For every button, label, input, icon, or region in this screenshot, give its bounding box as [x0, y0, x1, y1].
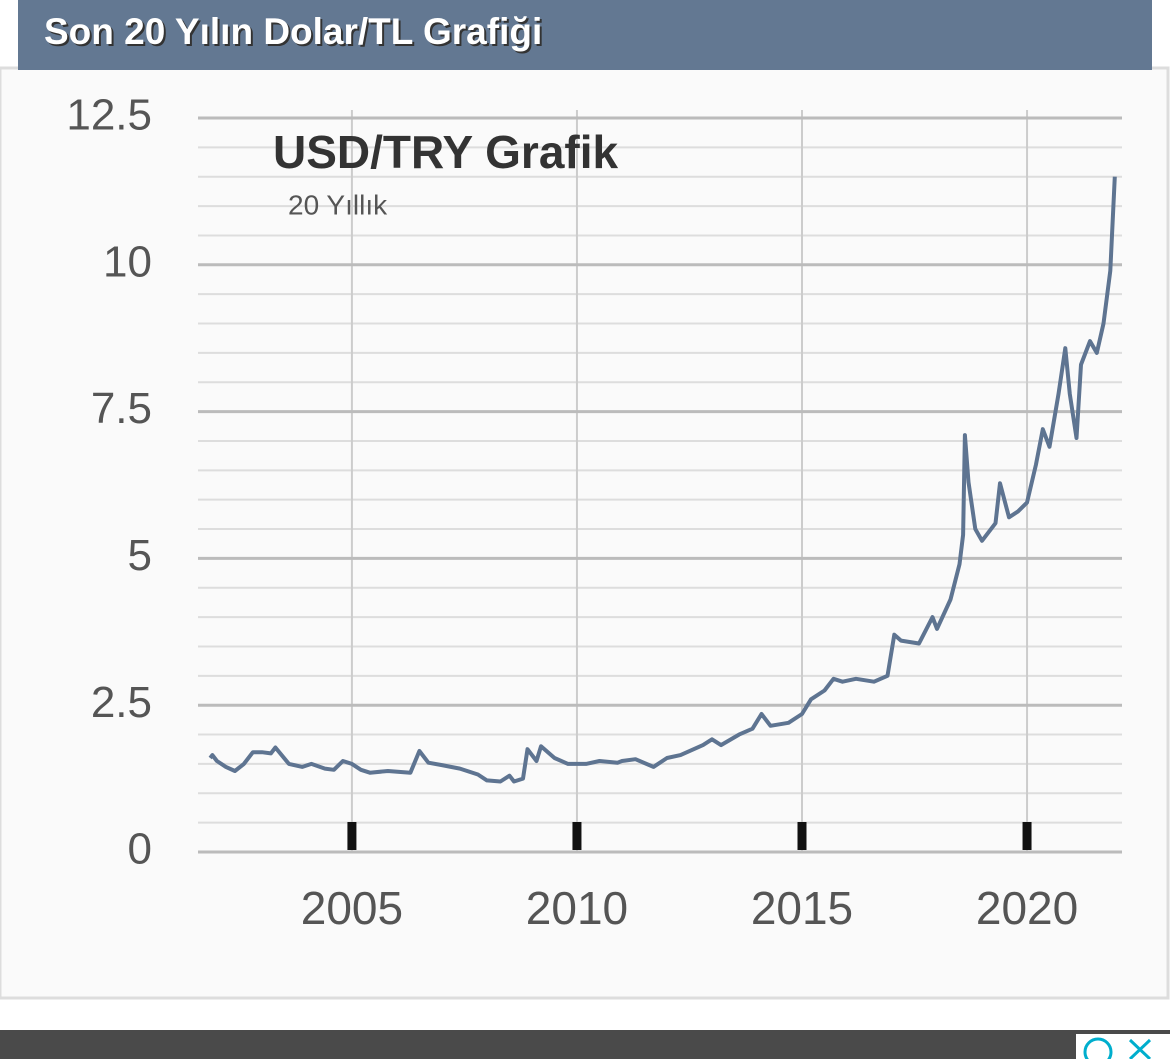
card — [0, 66, 1170, 1000]
y-tick-label: 2.5 — [91, 678, 152, 727]
ad-info-icon[interactable] — [1083, 1037, 1113, 1059]
ad-strip[interactable] — [0, 1030, 1170, 1059]
header-shadow: Son 20 Yılın Dolar/TL Grafiği — [46, 13, 544, 54]
chart-title: USD/TRY Grafik — [273, 126, 619, 178]
header-title: Son 20 Yılın Dolar/TL Grafiği — [44, 11, 542, 52]
x-tick-label: 2005 — [301, 882, 403, 934]
y-tick-label: 7.5 — [91, 384, 152, 433]
chart-subtitle: 20 Yıllık — [288, 189, 388, 220]
header-bar — [18, 0, 1152, 70]
y-tick-label: 12.5 — [66, 91, 152, 140]
x-tick-label: 2015 — [751, 882, 853, 934]
x-tick-label: 2020 — [976, 882, 1078, 934]
ad-close-icon[interactable] — [1128, 1038, 1152, 1059]
ad-controls — [1076, 1034, 1170, 1059]
y-tick-label: 5 — [128, 531, 152, 580]
data-line — [208, 176, 1117, 784]
y-tick-label: 10 — [103, 237, 152, 286]
x-tick-label: 2010 — [526, 882, 628, 934]
y-tick-label: 0 — [128, 825, 152, 874]
